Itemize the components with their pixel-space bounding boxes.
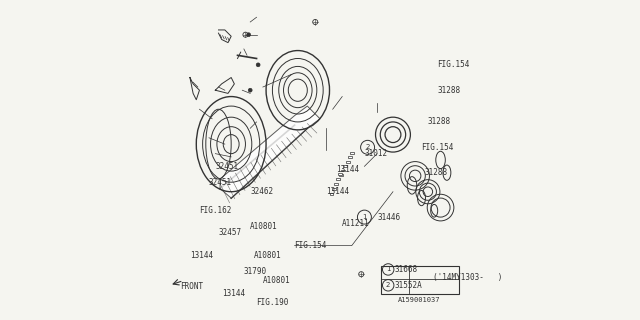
Polygon shape [220, 106, 320, 198]
Text: 31288: 31288 [437, 86, 461, 95]
Bar [346, 161, 349, 163]
Text: 13144: 13144 [221, 289, 244, 298]
Text: 31288: 31288 [425, 168, 448, 177]
Text: 32457: 32457 [218, 228, 242, 237]
Text: A11211: A11211 [342, 219, 370, 228]
Text: 32451: 32451 [209, 178, 232, 187]
Text: 2: 2 [386, 282, 390, 288]
Text: FIG.190: FIG.190 [257, 298, 289, 307]
Text: 32451: 32451 [215, 162, 239, 171]
Text: 31288: 31288 [428, 117, 451, 126]
Bar [339, 174, 343, 176]
Text: 32462: 32462 [250, 187, 273, 196]
Bar [341, 170, 345, 172]
Text: 31790: 31790 [244, 267, 267, 276]
Text: A10801: A10801 [253, 251, 281, 260]
Text: A10801: A10801 [263, 276, 291, 285]
Bar [332, 188, 335, 190]
Text: ('14MY1303-   ): ('14MY1303- ) [433, 273, 502, 282]
Text: FIG.154: FIG.154 [437, 60, 470, 69]
Bar [334, 183, 338, 185]
Text: 31668: 31668 [394, 265, 418, 274]
Text: FIG.154: FIG.154 [422, 143, 454, 152]
Text: 1: 1 [362, 214, 367, 220]
Bar [330, 193, 333, 195]
Circle shape [248, 88, 252, 92]
Text: 2: 2 [365, 144, 370, 150]
Bar [344, 165, 348, 167]
Text: FRONT: FRONT [180, 282, 204, 292]
Text: A10801: A10801 [250, 222, 278, 231]
Text: 13144: 13144 [190, 251, 213, 260]
Text: A159001037: A159001037 [398, 297, 440, 303]
Bar [336, 178, 340, 180]
Text: 13144: 13144 [336, 165, 359, 174]
Text: 13144: 13144 [326, 187, 349, 196]
Circle shape [247, 33, 250, 36]
Bar [350, 152, 354, 154]
Bar [339, 173, 342, 175]
Text: FIG.154: FIG.154 [294, 241, 327, 250]
Bar [348, 156, 352, 158]
Text: 1: 1 [386, 267, 390, 272]
Text: 31552A: 31552A [394, 281, 422, 290]
Text: 31012: 31012 [364, 149, 388, 158]
Circle shape [256, 63, 260, 67]
Text: FIG.162: FIG.162 [200, 206, 232, 215]
Text: 31446: 31446 [377, 212, 400, 222]
